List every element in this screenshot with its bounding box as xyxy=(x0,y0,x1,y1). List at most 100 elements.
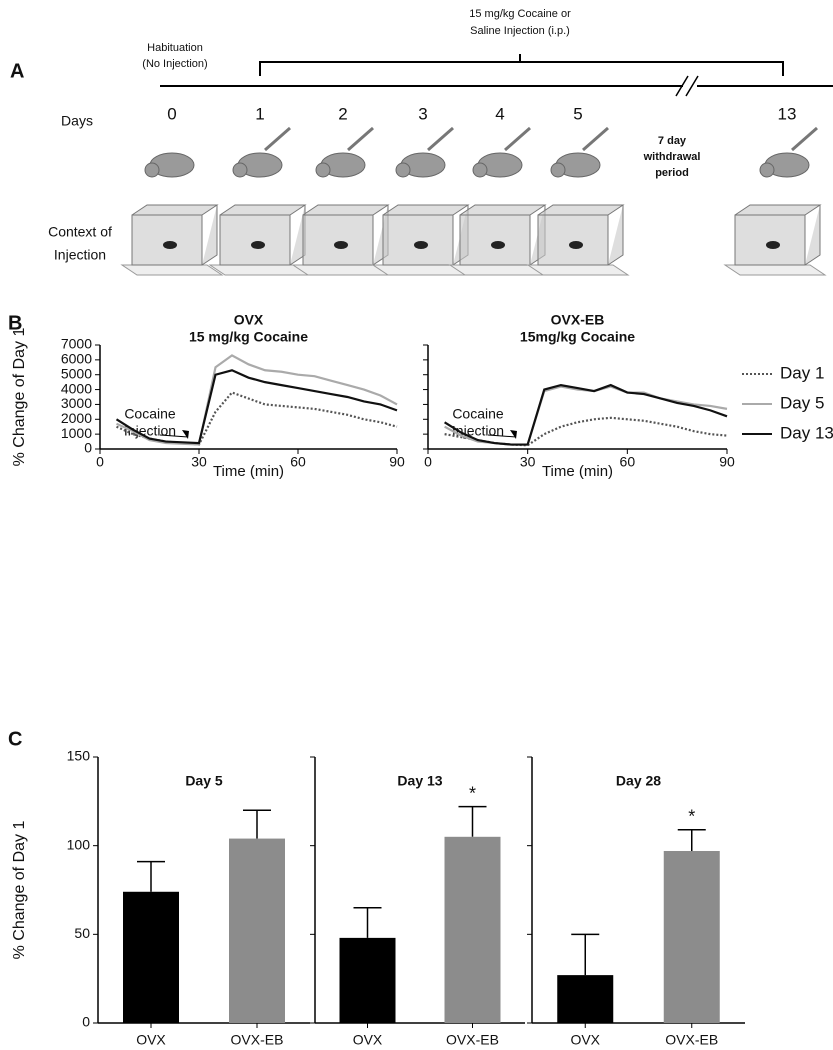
y-tick-label: 100 xyxy=(67,836,91,852)
x-tick-label: 30 xyxy=(191,454,207,470)
habituation-label: Habituation xyxy=(147,42,203,54)
syringe xyxy=(427,126,454,152)
bar xyxy=(123,891,179,1023)
habituation-label: (No Injection) xyxy=(142,58,207,70)
y-tick-label: 4000 xyxy=(61,380,92,396)
y-tick-label: 1000 xyxy=(61,425,92,441)
mice xyxy=(144,126,818,178)
mouse-head xyxy=(395,162,411,178)
x-axis-label: Time (min) xyxy=(213,463,284,480)
mouse-small xyxy=(414,241,428,249)
box-body xyxy=(537,204,625,266)
days-label: Days xyxy=(61,113,93,129)
timeline-break xyxy=(675,75,699,97)
mouse-small xyxy=(251,241,265,249)
series-line xyxy=(444,383,728,446)
panel-label: A xyxy=(10,60,24,82)
box-floor xyxy=(526,264,630,276)
x-tick-label: 90 xyxy=(389,454,405,470)
y-tick-label: 5000 xyxy=(61,365,92,381)
x-tick-label: OVX xyxy=(136,1032,166,1048)
injection-label: Saline Injection (i.p.) xyxy=(470,25,570,37)
chart-title: Day 28 xyxy=(616,773,661,789)
x-tick-label: 0 xyxy=(424,454,432,470)
series-line xyxy=(115,369,398,445)
day-label: 4 xyxy=(495,104,504,123)
x-tick-label: OVX-EB xyxy=(446,1032,499,1048)
x-tick-label: 90 xyxy=(719,454,735,470)
box-body xyxy=(302,204,390,266)
syringe xyxy=(347,126,374,152)
mouse-head xyxy=(759,162,775,178)
mouse-head xyxy=(144,162,160,178)
withdrawal-label: 7 day xyxy=(658,135,687,147)
legend-label: Day 5 xyxy=(780,393,824,412)
day-label: 3 xyxy=(418,104,427,123)
box-floor xyxy=(120,264,224,276)
day-label: 13 xyxy=(778,104,797,123)
day-label: 5 xyxy=(573,104,582,123)
context-box xyxy=(526,204,630,276)
mouse-head xyxy=(550,162,566,178)
annotation-arrow xyxy=(159,434,189,438)
day-labels: 0 1 2 3 4 5 13 xyxy=(167,104,796,123)
significance: * xyxy=(469,783,476,803)
x-tick-label: OVX xyxy=(570,1032,600,1048)
arrow-head xyxy=(510,430,517,439)
x-tick-label: 60 xyxy=(620,454,636,470)
chart-subtitle: 15mg/kg Cocaine xyxy=(520,329,635,345)
context-box xyxy=(208,204,312,276)
day-label: 1 xyxy=(255,104,264,123)
x-axis-label: Time (min) xyxy=(542,463,613,480)
injection-bracket xyxy=(259,54,784,76)
x-tick-label: 60 xyxy=(290,454,306,470)
y-tick-label: 50 xyxy=(74,925,90,941)
mouse-head xyxy=(232,162,248,178)
withdrawal-label: period xyxy=(655,167,689,179)
withdrawal-label: withdrawal xyxy=(643,151,701,163)
context-box xyxy=(120,204,224,276)
arrow-head xyxy=(182,430,189,439)
timeline xyxy=(160,54,833,97)
panel-label: C xyxy=(8,728,22,750)
bar xyxy=(663,850,720,1023)
y-tick-label: 0 xyxy=(84,440,92,456)
y-tick-label: 7000 xyxy=(61,336,92,352)
y-axis-label: % Change of Day 1 xyxy=(11,821,28,960)
box-floor xyxy=(723,264,827,276)
context-box xyxy=(371,204,475,276)
y-axis-label: % Change of Day 1 xyxy=(11,328,28,467)
day-label: 2 xyxy=(338,104,347,123)
mouse-small xyxy=(766,241,780,249)
panel-label: B xyxy=(8,312,22,334)
x-tick-label: 0 xyxy=(96,454,104,470)
box-body xyxy=(459,204,547,266)
syringe xyxy=(791,126,818,152)
syringe xyxy=(582,126,609,152)
significance: * xyxy=(688,806,695,826)
bar xyxy=(557,975,614,1023)
injection-label: 15 mg/kg Cocaine or xyxy=(469,8,571,20)
series-line xyxy=(116,354,398,446)
bar xyxy=(444,836,501,1023)
box-body xyxy=(382,204,470,266)
mouse-small xyxy=(334,241,348,249)
annotation-arrow xyxy=(487,434,517,438)
context-box xyxy=(448,204,552,276)
y-tick-label: 150 xyxy=(67,748,91,764)
chart-title: OVX xyxy=(234,312,264,328)
chart-title: Day 5 xyxy=(185,773,223,789)
day-label: 0 xyxy=(167,104,176,123)
y-tick-label: 0 xyxy=(82,1014,90,1030)
syringe xyxy=(264,126,291,152)
boxes xyxy=(120,204,827,276)
bar xyxy=(339,937,396,1023)
syringe xyxy=(504,126,531,152)
context-label: Injection xyxy=(54,247,106,263)
mouse-head xyxy=(472,162,488,178)
box-body xyxy=(131,204,219,266)
legend-label: Day 1 xyxy=(780,363,824,382)
x-tick-label: OVX xyxy=(353,1032,383,1048)
